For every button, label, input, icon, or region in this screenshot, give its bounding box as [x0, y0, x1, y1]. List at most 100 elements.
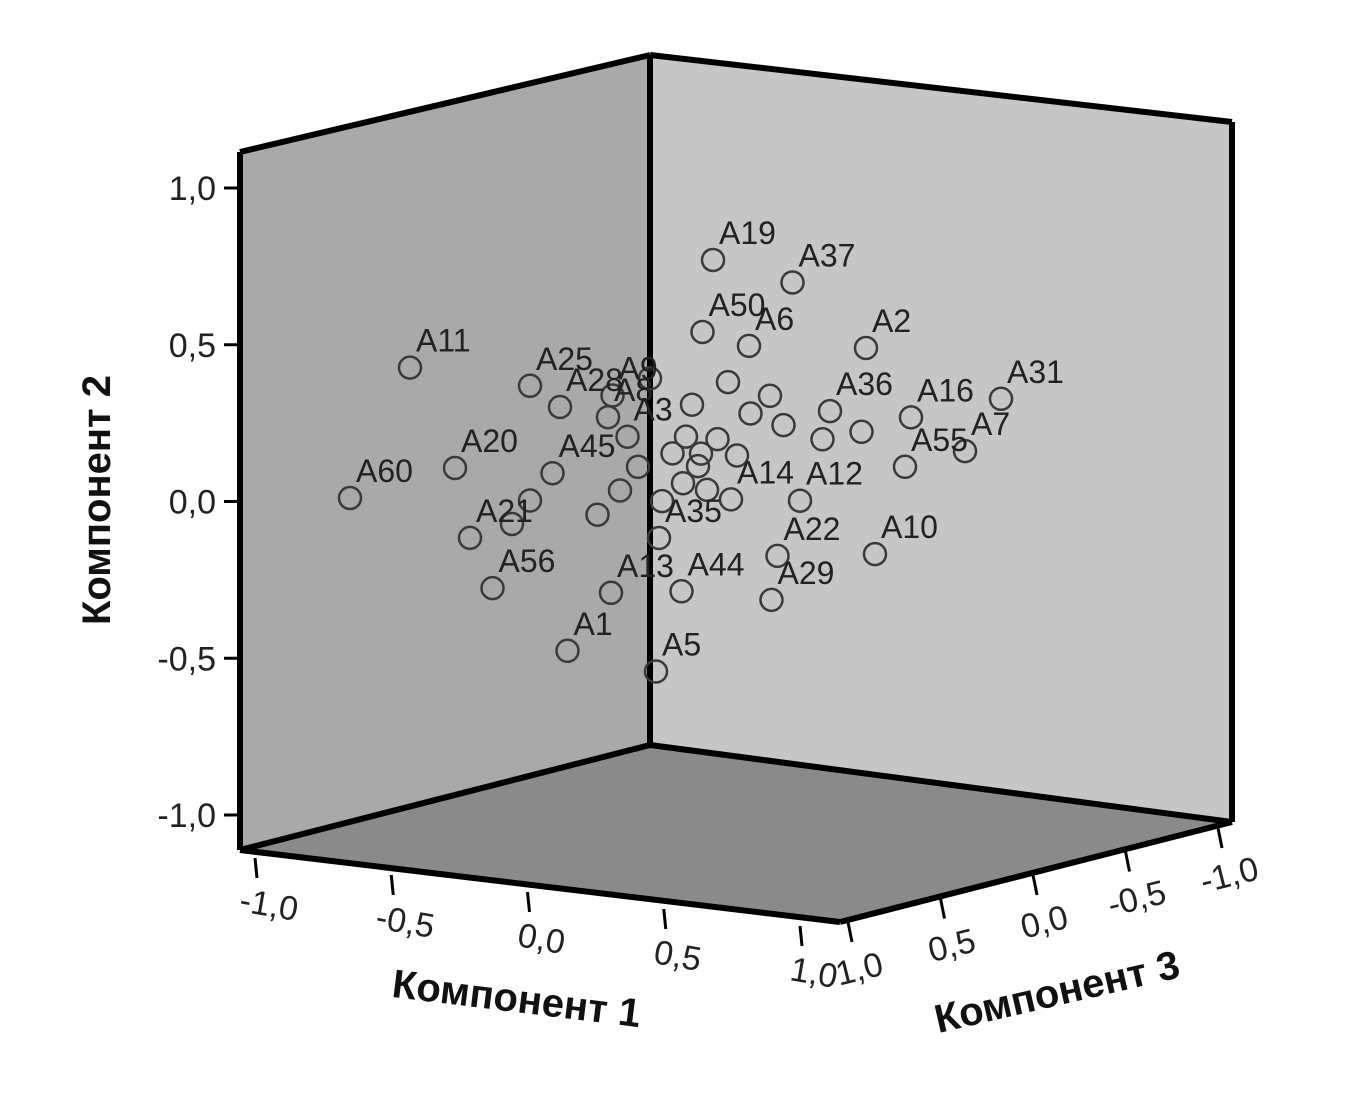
- data-point: [615, 424, 640, 449]
- data-label: A2: [872, 303, 911, 339]
- data-point: [817, 398, 843, 424]
- data-point: [660, 441, 685, 466]
- data-label: A7: [971, 406, 1010, 442]
- x-tick-mark: [253, 857, 259, 879]
- data-point: [646, 525, 672, 551]
- data-label: A11: [416, 323, 471, 359]
- data-point: [540, 460, 565, 486]
- data-label: A9: [619, 351, 658, 387]
- data-point: [765, 543, 790, 569]
- data-point: [670, 470, 696, 496]
- y-tick-label: 0,0: [169, 484, 216, 522]
- data-point: [649, 488, 675, 514]
- data-point: [598, 580, 624, 606]
- data-point: [780, 270, 805, 295]
- data-label: A29: [778, 555, 835, 591]
- data-point: [736, 333, 762, 359]
- data-label: A37: [799, 238, 856, 274]
- data-point: [499, 511, 525, 537]
- data-point: [718, 487, 744, 512]
- data-label: A16: [917, 372, 974, 408]
- frame-floor-front-right: [839, 819, 1233, 925]
- data-point: [738, 401, 763, 426]
- data-point: [690, 319, 715, 345]
- data-point: [757, 383, 783, 409]
- data-point: [625, 454, 651, 480]
- data-point: [892, 454, 918, 480]
- data-point: [705, 426, 730, 452]
- data-point: [694, 477, 720, 503]
- data-label: A19: [719, 215, 776, 251]
- data-label: A13: [617, 548, 674, 584]
- data-point: [715, 369, 741, 395]
- data-label: A60: [356, 453, 413, 489]
- data-point: [607, 478, 633, 503]
- frame-top-right: [649, 52, 1233, 125]
- frame-floor-front-left: [239, 847, 841, 925]
- left-wall: [240, 55, 650, 850]
- y-tick-label: -1,0: [157, 797, 216, 835]
- data-point: [685, 453, 711, 479]
- data-point: [724, 443, 750, 468]
- frame-floor-left: [239, 742, 651, 853]
- x-tick-label: 0,0: [515, 916, 568, 962]
- axis-y-ticks: -1,0 -0,5 0,0 0,5 1,0: [157, 170, 240, 835]
- y-tick-label: -0,5: [157, 640, 216, 678]
- x-tick-mark: [526, 891, 531, 913]
- data-point: [700, 247, 726, 273]
- data-point: [759, 587, 784, 613]
- data-point: [397, 355, 423, 380]
- data-label: A1: [574, 606, 613, 642]
- data-point: [862, 541, 888, 567]
- z-tick-mark: [1031, 874, 1039, 896]
- data-point: [555, 638, 580, 664]
- data-label: A50: [709, 287, 766, 323]
- data-point: [810, 427, 835, 452]
- x-tick-label: 0,5: [651, 933, 704, 979]
- data-label: A14: [737, 454, 794, 490]
- data-label: A22: [784, 511, 841, 547]
- data-point: [480, 575, 505, 601]
- data-label: A31: [1007, 354, 1064, 390]
- data-point: [637, 366, 663, 391]
- data-point: [898, 405, 924, 430]
- x-tick-mark: [662, 908, 668, 930]
- x-tick-mark: [389, 874, 395, 896]
- data-label: A28: [566, 362, 623, 398]
- cube-frame: [237, 52, 1235, 925]
- data-point: [517, 373, 543, 399]
- y-tick-label: 0,5: [169, 327, 216, 365]
- data-point: [595, 404, 621, 430]
- data-label: A35: [665, 493, 722, 529]
- data-points: [337, 247, 1014, 684]
- data-label: A8: [614, 372, 653, 408]
- data-point: [849, 419, 874, 445]
- y-tick-label: 1,0: [169, 170, 216, 208]
- data-point: [643, 659, 669, 684]
- data-point: [669, 579, 694, 604]
- z-tick-mark: [846, 921, 854, 943]
- data-point: [337, 485, 363, 511]
- data-point: [787, 488, 813, 513]
- data-label: A55: [911, 422, 968, 458]
- data-point: [457, 525, 483, 551]
- data-point: [679, 392, 705, 417]
- data-label: A25: [536, 341, 593, 377]
- z-tick-mark: [1124, 851, 1131, 872]
- data-point: [688, 441, 714, 466]
- back-wall: [650, 55, 1232, 822]
- data-point: [673, 424, 699, 449]
- data-point: [585, 502, 610, 527]
- data-label: A45: [559, 428, 616, 464]
- data-point: [853, 335, 879, 361]
- data-label: A6: [755, 301, 794, 337]
- data-point: [988, 386, 1014, 412]
- data-point: [952, 438, 978, 464]
- data-label: A44: [688, 546, 745, 582]
- data-point: [517, 488, 543, 513]
- x-tick-mark: [798, 925, 804, 947]
- data-label: A21: [476, 493, 533, 529]
- data-label: A56: [499, 543, 556, 579]
